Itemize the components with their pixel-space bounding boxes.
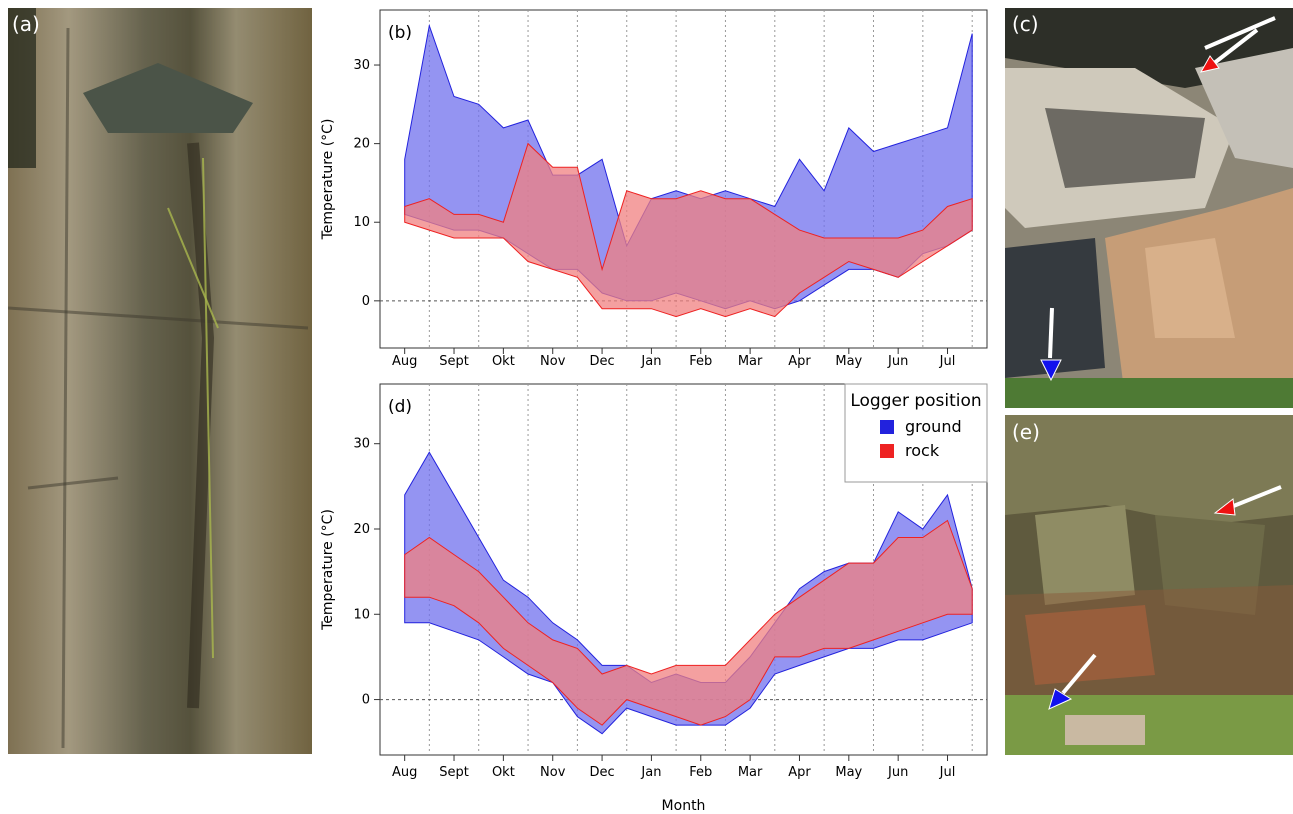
x-tick-label: Jan [640, 765, 661, 780]
y-tick-label: 30 [353, 437, 370, 452]
y-tick-label: 10 [353, 607, 370, 622]
x-tick-label: Jun [887, 765, 908, 780]
y-axis-label: Temperature (°C) [320, 119, 336, 241]
legend-swatch-rock [880, 444, 894, 458]
y-tick-label: 30 [353, 58, 370, 73]
x-tick-label: Mar [738, 765, 763, 780]
x-tick-label: Okt [492, 765, 515, 780]
x-tick-label: Feb [689, 765, 712, 780]
y-tick-label: 20 [353, 137, 370, 152]
x-axis-label: Month [662, 798, 706, 814]
chart-0: 0 10 20 30 Aug Sept Okt Nov Dec Jan Feb Mar Apr May Ju… [320, 9, 988, 369]
series-band-rock [404, 142, 973, 318]
x-tick-label: Jul [939, 354, 956, 369]
legend: Logger position ground rock [844, 383, 988, 483]
legend-swatch-ground [880, 420, 894, 434]
x-tick-label: Okt [492, 354, 515, 369]
y-tick-label: 0 [362, 693, 370, 708]
x-tick-label: Sept [439, 354, 469, 369]
panel-label: (d) [388, 397, 412, 417]
y-axis-label: Temperature (°C) [320, 509, 336, 631]
panel-label-c: (c) [1012, 12, 1039, 36]
x-tick-label: Dec [589, 354, 614, 369]
panel-label: (b) [388, 23, 412, 43]
y-tick-label: 20 [353, 522, 370, 537]
photo-c-rock-face [1005, 8, 1293, 408]
x-tick-label: Aug [392, 765, 417, 780]
photo-e-rock-face [1005, 415, 1293, 755]
legend-box [844, 383, 988, 483]
x-tick-label: Nov [540, 765, 566, 780]
x-tick-label: Feb [689, 354, 712, 369]
x-tick-label: Nov [540, 354, 566, 369]
x-tick-label: May [835, 354, 862, 369]
series-band-rock [404, 519, 973, 726]
x-tick-label: May [835, 765, 862, 780]
chart-1: 0 10 20 30 Aug Sept Okt Nov Dec Jan Feb Mar Apr May Ju… [320, 383, 988, 814]
plot-frame [379, 9, 988, 349]
legend-entry-rock: rock [905, 441, 940, 460]
x-tick-label: Mar [738, 354, 763, 369]
x-tick-label: Apr [788, 354, 811, 369]
legend-entry-ground: ground [905, 417, 962, 436]
x-tick-label: Dec [589, 765, 614, 780]
x-tick-label: Jan [640, 354, 661, 369]
x-tick-label: Sept [439, 765, 469, 780]
y-tick-label: 0 [362, 294, 370, 309]
y-tick-label: 10 [353, 215, 370, 230]
panel-label-a: (a) [12, 12, 40, 36]
x-tick-label: Jun [887, 354, 908, 369]
x-tick-label: Apr [788, 765, 811, 780]
legend-title: Logger position [850, 391, 981, 411]
x-tick-label: Jul [939, 765, 956, 780]
panel-label-e: (e) [1012, 420, 1040, 444]
plot-frame [379, 383, 988, 756]
x-tick-label: Aug [392, 354, 417, 369]
photo-a-rock-wall [8, 8, 312, 754]
